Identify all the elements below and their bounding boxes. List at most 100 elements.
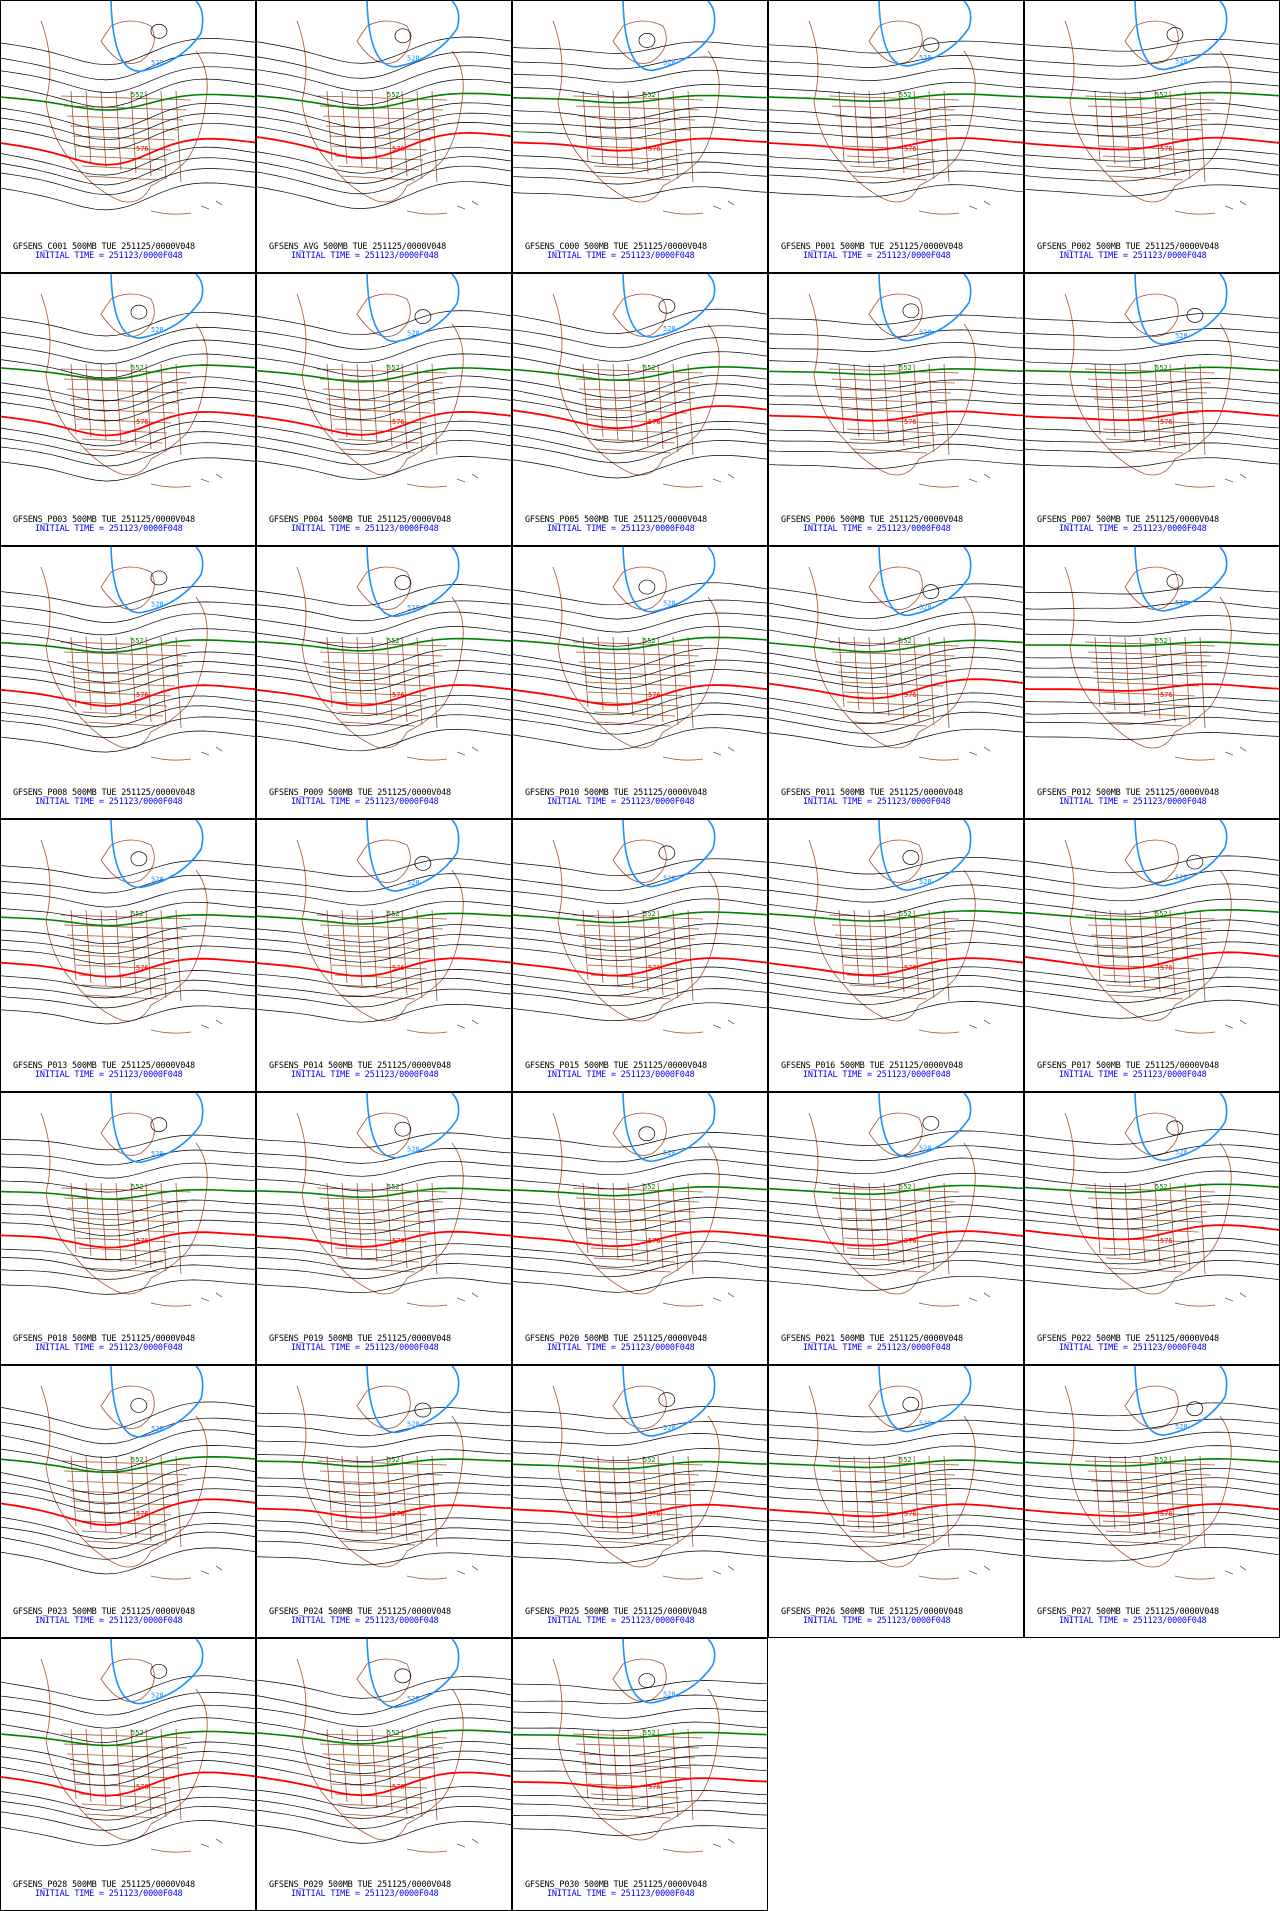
state-border — [1090, 1480, 1208, 1486]
panel-title: GFSENS_P006 500MB TUE 251125/0000V048 — [781, 515, 963, 525]
hudson-bay — [356, 1112, 411, 1156]
state-border — [100, 636, 107, 714]
height-contour-map: 528 552 576 — [513, 1093, 767, 1307]
closed-low — [150, 23, 168, 39]
ensemble-member-panel: 528 552 576 GFSENS_P016 500MB TUE 251125/00… — [768, 819, 1024, 1092]
height-contour — [1, 628, 255, 650]
contour-label: 528 — [919, 329, 932, 337]
panel-initial-time: INITIAL TIME = 251123/0000F048 — [803, 1343, 951, 1353]
height-contour — [1, 157, 255, 186]
contour-label: 552 — [899, 910, 912, 918]
state-border — [1109, 909, 1116, 984]
contour-528 — [878, 1366, 972, 1433]
contour-label: 576 — [392, 1510, 405, 1518]
height-contour — [769, 1173, 1023, 1188]
caribbean-islands — [662, 1838, 735, 1853]
height-contour — [1025, 1260, 1279, 1275]
height-contour — [1, 1477, 255, 1505]
contour-label: 552 — [387, 910, 400, 918]
state-border — [341, 1728, 348, 1803]
height-contour — [513, 858, 767, 877]
height-contour — [257, 1422, 511, 1436]
state-border — [853, 1182, 860, 1257]
height-contour — [513, 976, 767, 997]
height-contour — [1025, 1546, 1279, 1562]
state-border — [341, 1455, 348, 1530]
state-border — [130, 363, 137, 447]
height-contour-map: 528 552 576 — [513, 274, 767, 488]
state-border — [642, 90, 649, 174]
state-border — [85, 1182, 92, 1257]
height-contour-map: 528 552 576 — [513, 1366, 767, 1580]
state-border — [572, 1187, 704, 1193]
ensemble-member-panel: 528 552 576 GFSENS_P013 500MB TUE 251125/00… — [0, 819, 256, 1092]
height-contour — [257, 1717, 511, 1742]
height-contour — [769, 459, 1023, 470]
height-contour — [257, 156, 511, 184]
caribbean-islands — [150, 473, 223, 488]
panel-title: GFSENS_P008 500MB TUE 251125/0000V048 — [13, 788, 195, 798]
contour-576 — [513, 405, 767, 430]
height-contour — [257, 714, 511, 737]
state-border — [1154, 363, 1161, 447]
height-contour — [1, 431, 255, 457]
contour-label: 552 — [387, 364, 400, 372]
panel-initial-time: INITIAL TIME = 251123/0000F048 — [1059, 251, 1207, 261]
height-contour — [1, 661, 255, 683]
height-contour — [257, 165, 511, 195]
caribbean-islands — [918, 473, 991, 488]
panel-initial-time: INITIAL TIME = 251123/0000F048 — [803, 1070, 951, 1080]
state-border — [596, 1540, 672, 1546]
height-contour — [257, 1795, 511, 1819]
map-borders — [40, 20, 223, 215]
state-border — [575, 651, 700, 657]
caribbean-islands — [406, 1019, 479, 1034]
state-border — [72, 681, 176, 687]
state-border — [1199, 1455, 1206, 1548]
state-border — [319, 651, 444, 657]
caribbean-islands — [406, 473, 479, 488]
height-contours — [257, 1407, 511, 1566]
height-contour — [513, 440, 767, 464]
contour-label: 552 — [643, 91, 656, 99]
contour-552 — [257, 912, 511, 925]
contour-528 — [366, 1, 460, 68]
state-border — [1105, 711, 1188, 717]
height-contour — [1025, 431, 1279, 443]
coastline — [40, 566, 208, 749]
state-border — [322, 115, 440, 121]
height-contour — [1025, 870, 1279, 889]
height-contour — [1, 146, 255, 176]
ensemble-member-panel: 528 552 576 GFSENS_P022 500MB TUE 251125/00… — [1024, 1092, 1280, 1365]
state-border — [596, 1813, 672, 1819]
state-border — [943, 1455, 950, 1548]
height-contour — [769, 1204, 1023, 1222]
caribbean-islands — [406, 200, 479, 215]
state-border — [578, 934, 696, 940]
height-contour — [1, 66, 255, 93]
state-border — [1169, 1455, 1176, 1542]
height-contours — [257, 1132, 511, 1294]
height-contour — [769, 1001, 1023, 1020]
state-border — [60, 1733, 192, 1739]
height-contour — [513, 933, 767, 952]
state-border — [657, 1455, 664, 1542]
height-contours — [513, 1680, 767, 1836]
height-contour — [257, 1806, 511, 1829]
ensemble-member-panel: 528 552 576 GFSENS_P006 500MB TUE 251125/00… — [768, 273, 1024, 546]
hudson-bay — [356, 1385, 411, 1429]
state-border — [928, 1182, 935, 1272]
height-contour — [257, 36, 511, 64]
panel-initial-time: INITIAL TIME = 251123/0000F048 — [547, 1343, 695, 1353]
state-border — [316, 1733, 448, 1739]
height-contour — [257, 310, 511, 336]
state-border — [401, 1455, 408, 1542]
panel-initial-time: INITIAL TIME = 251123/0000F048 — [291, 1616, 439, 1626]
panel-initial-time: INITIAL TIME = 251123/0000F048 — [547, 797, 695, 807]
state-border — [66, 1480, 184, 1486]
contour-528 — [622, 1639, 716, 1704]
state-border — [81, 711, 164, 717]
map-borders — [1064, 839, 1247, 1034]
state-border — [883, 363, 890, 444]
state-border — [612, 1728, 619, 1806]
